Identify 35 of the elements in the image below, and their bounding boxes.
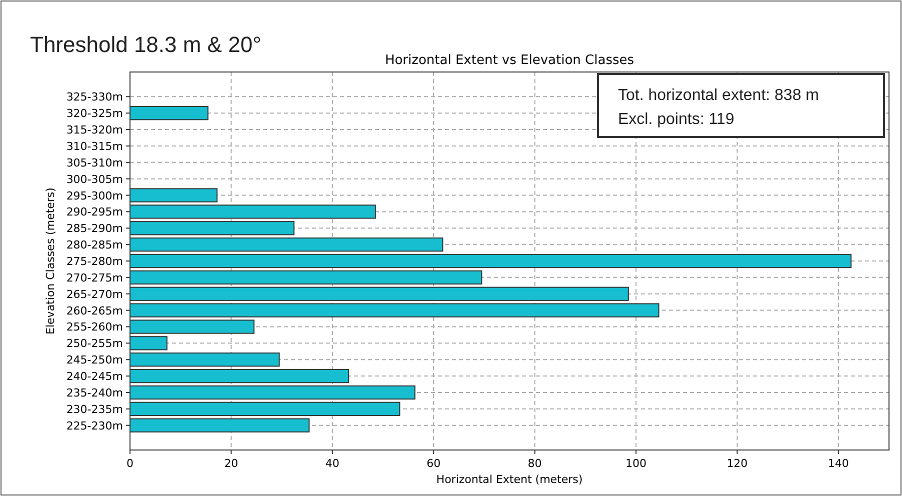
y-tick-label: 235-240m [66,386,123,400]
x-tick-label: 60 [426,457,441,470]
annotation: Tot. horizontal extent: 838 m Excl. points: 119 [618,87,819,128]
chart-title: Horizontal Extent vs Elevation Classes [384,53,634,68]
x-tick-label: 20 [224,457,238,470]
y-tick-label: 270-275m [66,271,123,284]
y-tick-label: 225-230m [66,419,123,432]
y-tick-label: 275-280m [66,255,123,268]
y-tick-label: 320-325m [66,107,123,120]
y-tick-label: 280-285m [66,238,123,252]
y-tick-label: 230-235m [66,402,123,416]
x-tick-label: 40 [325,457,340,470]
y-tick-label: 240-245m [66,370,123,384]
y-tick-label: 325-330m [66,90,123,104]
x-tick-label: 120 [726,457,748,470]
y-tick-label: 285-290m [66,222,123,236]
y-tick-label: 310-315m [66,140,123,153]
y-tick-label: 265-270m [66,288,123,301]
x-axis-title: Horizontal Extent (meters) [436,473,583,486]
text-box: Tot. horizontal extent: 838 m Excl. points: 119 [597,73,885,138]
y-axis-title: Elevation Classes (meters) [44,188,57,334]
y-tick-label: 255-260m [66,320,123,334]
text: Threshold 18.3 m & 20° [30,32,262,57]
x-tick-label: 140 [828,457,849,470]
y-tick-label: 250-255m [66,337,123,350]
x-tick-label: 0 [126,457,134,470]
y-tick-label: 315-320m [66,124,123,137]
y-tick-label: 295-300m [66,189,123,202]
y-tick-label: 245-250m [66,354,123,367]
x-tick-label: 100 [626,457,646,470]
y-tick-label: 305-310m [66,156,123,170]
y-tick-label: 290-295m [66,206,123,219]
y-tick-label: 300-305m [66,172,123,186]
y-tick-label: 260-265m [66,304,123,318]
x-tick-label: 80 [528,457,542,470]
